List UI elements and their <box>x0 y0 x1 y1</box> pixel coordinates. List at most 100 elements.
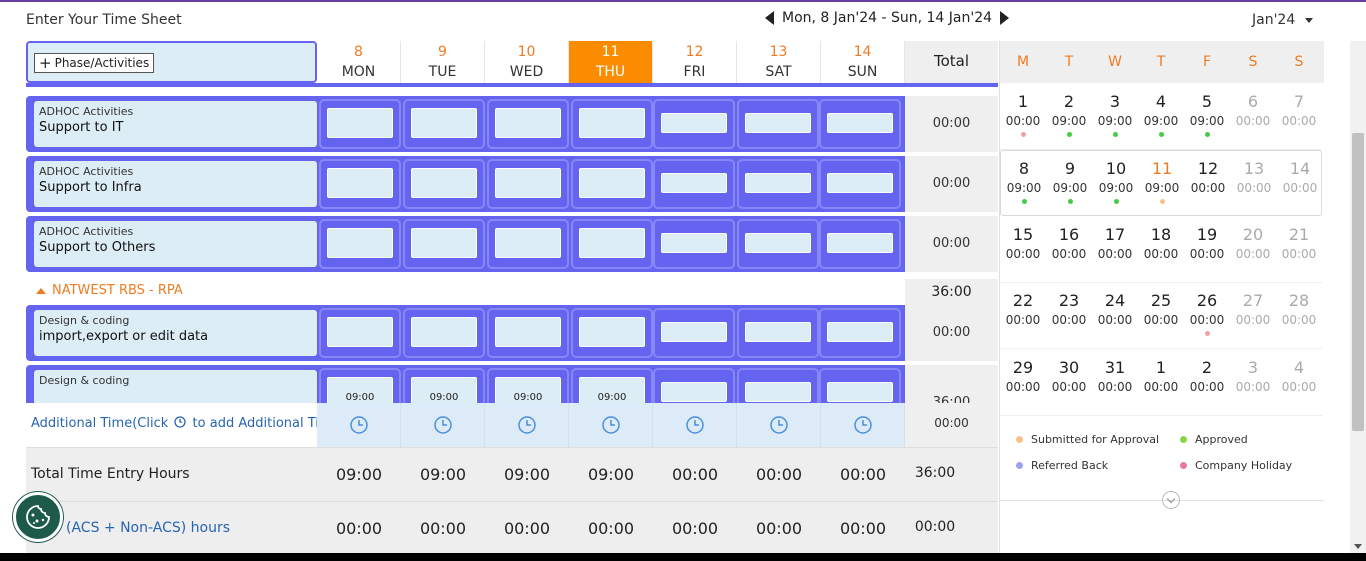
calendar-week[interactable]: 29 00:00 30 00:00 31 00:00 1 00:00 2 00:00 3 00:00 4… <box>1000 350 1322 416</box>
hour-cell-sun[interactable] <box>819 159 901 209</box>
clock-icon[interactable] <box>769 415 789 435</box>
calendar-day[interactable]: 14 00:00 <box>1277 151 1323 217</box>
calendar-day[interactable]: 12 00:00 <box>1185 151 1231 217</box>
calendar-day[interactable]: 30 00:00 <box>1046 350 1092 416</box>
calendar-day[interactable]: 17 00:00 <box>1092 217 1138 283</box>
calendar-day[interactable]: 1 00:00 <box>1138 350 1184 416</box>
calendar-day[interactable]: 28 00:00 <box>1276 283 1322 349</box>
hour-input[interactable] <box>495 317 561 347</box>
hour-cell-mon[interactable] <box>319 308 401 358</box>
hour-cell-tue[interactable] <box>403 159 485 209</box>
calendar-day[interactable]: 1 00:00 <box>1000 84 1046 150</box>
hour-input[interactable] <box>411 168 477 198</box>
acs-hours-label[interactable]: (ACS + Non-ACS) hours <box>66 520 231 536</box>
clock-icon[interactable] <box>601 415 621 435</box>
hour-input[interactable] <box>745 113 811 133</box>
hour-input[interactable] <box>327 168 393 198</box>
phase-activities-button[interactable]: + Phase/Activities <box>34 53 155 73</box>
hour-cell-fri[interactable] <box>653 308 735 358</box>
calendar-day[interactable]: 29 00:00 <box>1000 350 1046 416</box>
hour-input[interactable] <box>827 173 893 193</box>
hour-input[interactable] <box>327 108 393 138</box>
calendar-week[interactable]: 15 00:00 16 00:00 17 00:00 18 00:00 19 00:00 20 00:… <box>1000 217 1322 283</box>
hour-input[interactable] <box>495 228 561 258</box>
calendar-day[interactable]: 24 00:00 <box>1092 283 1138 349</box>
hour-input[interactable] <box>661 322 727 342</box>
hour-cell-wed[interactable] <box>487 99 569 149</box>
hour-input[interactable] <box>579 108 645 138</box>
calendar-week[interactable]: 22 00:00 23 00:00 24 00:00 25 00:00 26 00:00 27 00:… <box>1000 283 1322 349</box>
clock-icon[interactable] <box>433 415 453 435</box>
calendar-day[interactable]: 3 00:00 <box>1230 350 1276 416</box>
hour-input[interactable] <box>745 173 811 193</box>
month-select[interactable]: Jan'24 <box>1252 12 1314 28</box>
expand-chevron-down-icon[interactable] <box>1162 491 1180 509</box>
calendar-day[interactable]: 2 09:00 <box>1046 84 1092 150</box>
hour-input[interactable] <box>411 108 477 138</box>
cookie-settings-button[interactable] <box>13 492 63 542</box>
hour-cell-thu[interactable] <box>571 219 653 269</box>
add-time-cell-fri[interactable] <box>653 403 737 447</box>
hour-input[interactable] <box>745 233 811 253</box>
calendar-day[interactable]: 2 00:00 <box>1184 350 1230 416</box>
hour-cell-wed[interactable] <box>487 308 569 358</box>
hour-input[interactable] <box>495 168 561 198</box>
hour-input[interactable] <box>579 228 645 258</box>
hour-input[interactable] <box>495 108 561 138</box>
calendar-day[interactable]: 16 00:00 <box>1046 217 1092 283</box>
prev-week-icon[interactable] <box>765 11 774 25</box>
clock-icon[interactable] <box>517 415 537 435</box>
hour-input[interactable]: 09:00 <box>579 377 645 407</box>
add-time-cell-thu[interactable] <box>569 403 653 447</box>
calendar-day[interactable]: 11 09:00 <box>1139 151 1185 217</box>
clock-icon[interactable] <box>853 415 873 435</box>
calendar-day[interactable]: 21 00:00 <box>1276 217 1322 283</box>
calendar-day[interactable]: 22 00:00 <box>1000 283 1046 349</box>
add-time-cell-mon[interactable] <box>317 403 401 447</box>
scroll-down-arrow-icon[interactable] <box>1354 544 1362 549</box>
hour-cell-fri[interactable] <box>653 159 735 209</box>
hour-cell-tue[interactable] <box>403 219 485 269</box>
calendar-day[interactable]: 4 09:00 <box>1138 84 1184 150</box>
section-label[interactable]: NATWEST RBS - RPA <box>36 283 183 298</box>
hour-input[interactable] <box>411 317 477 347</box>
vertical-scrollbar[interactable] <box>1350 41 1366 553</box>
calendar-day[interactable]: 15 00:00 <box>1000 217 1046 283</box>
calendar-day[interactable]: 5 09:00 <box>1184 84 1230 150</box>
hour-cell-tue[interactable] <box>403 99 485 149</box>
hour-input[interactable] <box>745 382 811 402</box>
hour-cell-wed[interactable] <box>487 159 569 209</box>
add-time-cell-sun[interactable] <box>821 403 905 447</box>
add-time-cell-wed[interactable] <box>485 403 569 447</box>
hour-cell-wed[interactable] <box>487 219 569 269</box>
calendar-day[interactable]: 4 00:00 <box>1276 350 1322 416</box>
calendar-day[interactable]: 25 00:00 <box>1138 283 1184 349</box>
hour-cell-sun[interactable] <box>819 308 901 358</box>
hour-input[interactable] <box>579 317 645 347</box>
calendar-day[interactable]: 10 09:00 <box>1093 151 1139 217</box>
add-time-cell-sat[interactable] <box>737 403 821 447</box>
hour-input[interactable]: 09:00 <box>495 377 561 407</box>
clock-icon[interactable] <box>685 415 705 435</box>
hour-cell-sat[interactable] <box>737 159 819 209</box>
add-time-cell-tue[interactable] <box>401 403 485 447</box>
calendar-day[interactable]: 7 00:00 <box>1276 84 1322 150</box>
next-week-icon[interactable] <box>1000 11 1010 25</box>
hour-cell-fri[interactable] <box>653 99 735 149</box>
hour-input[interactable] <box>327 228 393 258</box>
hour-input[interactable] <box>661 173 727 193</box>
hour-input[interactable] <box>827 233 893 253</box>
hour-input[interactable] <box>745 322 811 342</box>
calendar-day[interactable]: 20 00:00 <box>1230 217 1276 283</box>
calendar-day[interactable]: 27 00:00 <box>1230 283 1276 349</box>
hour-cell-thu[interactable] <box>571 159 653 209</box>
hour-input[interactable]: 09:00 <box>327 377 393 407</box>
hour-cell-thu[interactable] <box>571 308 653 358</box>
calendar-day[interactable]: 6 00:00 <box>1230 84 1276 150</box>
hour-input[interactable] <box>579 168 645 198</box>
calendar-day[interactable]: 26 00:00 <box>1184 283 1230 349</box>
additional-time-label[interactable]: Additional Time(Click to add Additional … <box>31 416 345 431</box>
calendar-day[interactable]: 13 00:00 <box>1231 151 1277 217</box>
calendar-day[interactable]: 3 09:00 <box>1092 84 1138 150</box>
hour-cell-sat[interactable] <box>737 308 819 358</box>
